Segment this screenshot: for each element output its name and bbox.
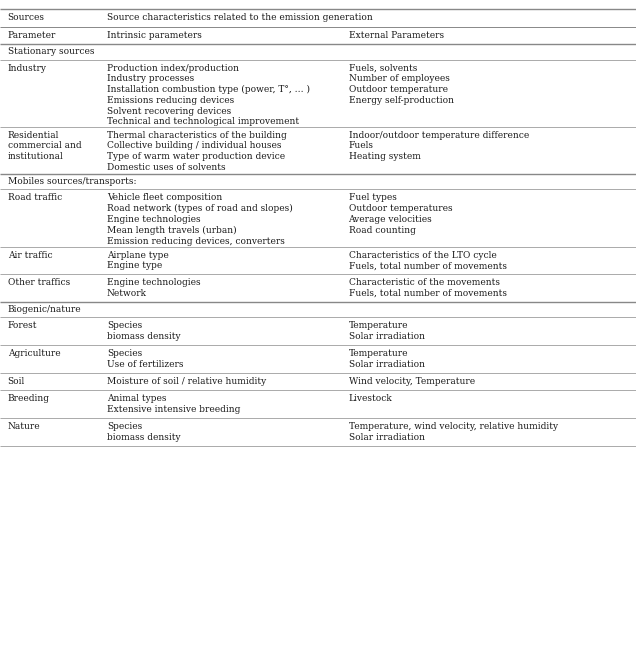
Text: Animal types
Extensive intensive breeding: Animal types Extensive intensive breedin… <box>107 394 240 414</box>
Text: Air traffic: Air traffic <box>8 250 52 260</box>
Text: Soil: Soil <box>8 376 25 386</box>
Text: Intrinsic parameters: Intrinsic parameters <box>107 31 202 39</box>
Text: Road traffic: Road traffic <box>8 193 62 202</box>
Text: Source characteristics related to the emission generation: Source characteristics related to the em… <box>107 13 373 22</box>
Text: Nature: Nature <box>8 422 40 431</box>
Text: Characteristic of the movements
Fuels, total number of movements: Characteristic of the movements Fuels, t… <box>349 278 506 298</box>
Text: Species
biomass density: Species biomass density <box>107 321 181 341</box>
Text: Breeding: Breeding <box>8 394 50 404</box>
Text: Production index/production
Industry processes
Installation combustion type (pow: Production index/production Industry pro… <box>107 63 310 127</box>
Text: Other traffics: Other traffics <box>8 278 70 287</box>
Text: Industry: Industry <box>8 63 46 73</box>
Text: External Parameters: External Parameters <box>349 31 444 39</box>
Text: Forest: Forest <box>8 321 37 330</box>
Text: Sources: Sources <box>8 13 45 22</box>
Text: Vehicle fleet composition
Road network (types of road and slopes)
Engine technol: Vehicle fleet composition Road network (… <box>107 193 293 246</box>
Text: Biogenic/nature: Biogenic/nature <box>8 304 81 314</box>
Text: Stationary sources: Stationary sources <box>8 47 94 56</box>
Text: Temperature
Solar irradiation: Temperature Solar irradiation <box>349 321 424 341</box>
Text: Temperature
Solar irradiation: Temperature Solar irradiation <box>349 349 424 368</box>
Text: Agriculture: Agriculture <box>8 349 60 358</box>
Text: Residential
commercial and
institutional: Residential commercial and institutional <box>8 131 81 161</box>
Text: Mobiles sources/transports:: Mobiles sources/transports: <box>8 176 136 186</box>
Text: Characteristics of the LTO cycle
Fuels, total number of movements: Characteristics of the LTO cycle Fuels, … <box>349 250 506 270</box>
Text: Livestock: Livestock <box>349 394 392 404</box>
Text: Airplane type
Engine type: Airplane type Engine type <box>107 250 169 270</box>
Text: Temperature, wind velocity, relative humidity
Solar irradiation: Temperature, wind velocity, relative hum… <box>349 422 558 442</box>
Text: Moisture of soil / relative humidity: Moisture of soil / relative humidity <box>107 376 266 386</box>
Text: Fuels, solvents
Number of employees
Outdoor temperature
Energy self-production: Fuels, solvents Number of employees Outd… <box>349 63 453 105</box>
Text: Indoor/outdoor temperature difference
Fuels
Heating system: Indoor/outdoor temperature difference Fu… <box>349 131 529 161</box>
Text: Wind velocity, Temperature: Wind velocity, Temperature <box>349 376 474 386</box>
Text: Parameter: Parameter <box>8 31 56 39</box>
Text: Fuel types
Outdoor temperatures
Average velocities
Road counting: Fuel types Outdoor temperatures Average … <box>349 193 452 234</box>
Text: Species
biomass density: Species biomass density <box>107 422 181 442</box>
Text: Engine technologies
Network: Engine technologies Network <box>107 278 200 298</box>
Text: Species
Use of fertilizers: Species Use of fertilizers <box>107 349 183 368</box>
Text: Thermal characteristics of the building
Collective building / individual houses
: Thermal characteristics of the building … <box>107 131 287 172</box>
